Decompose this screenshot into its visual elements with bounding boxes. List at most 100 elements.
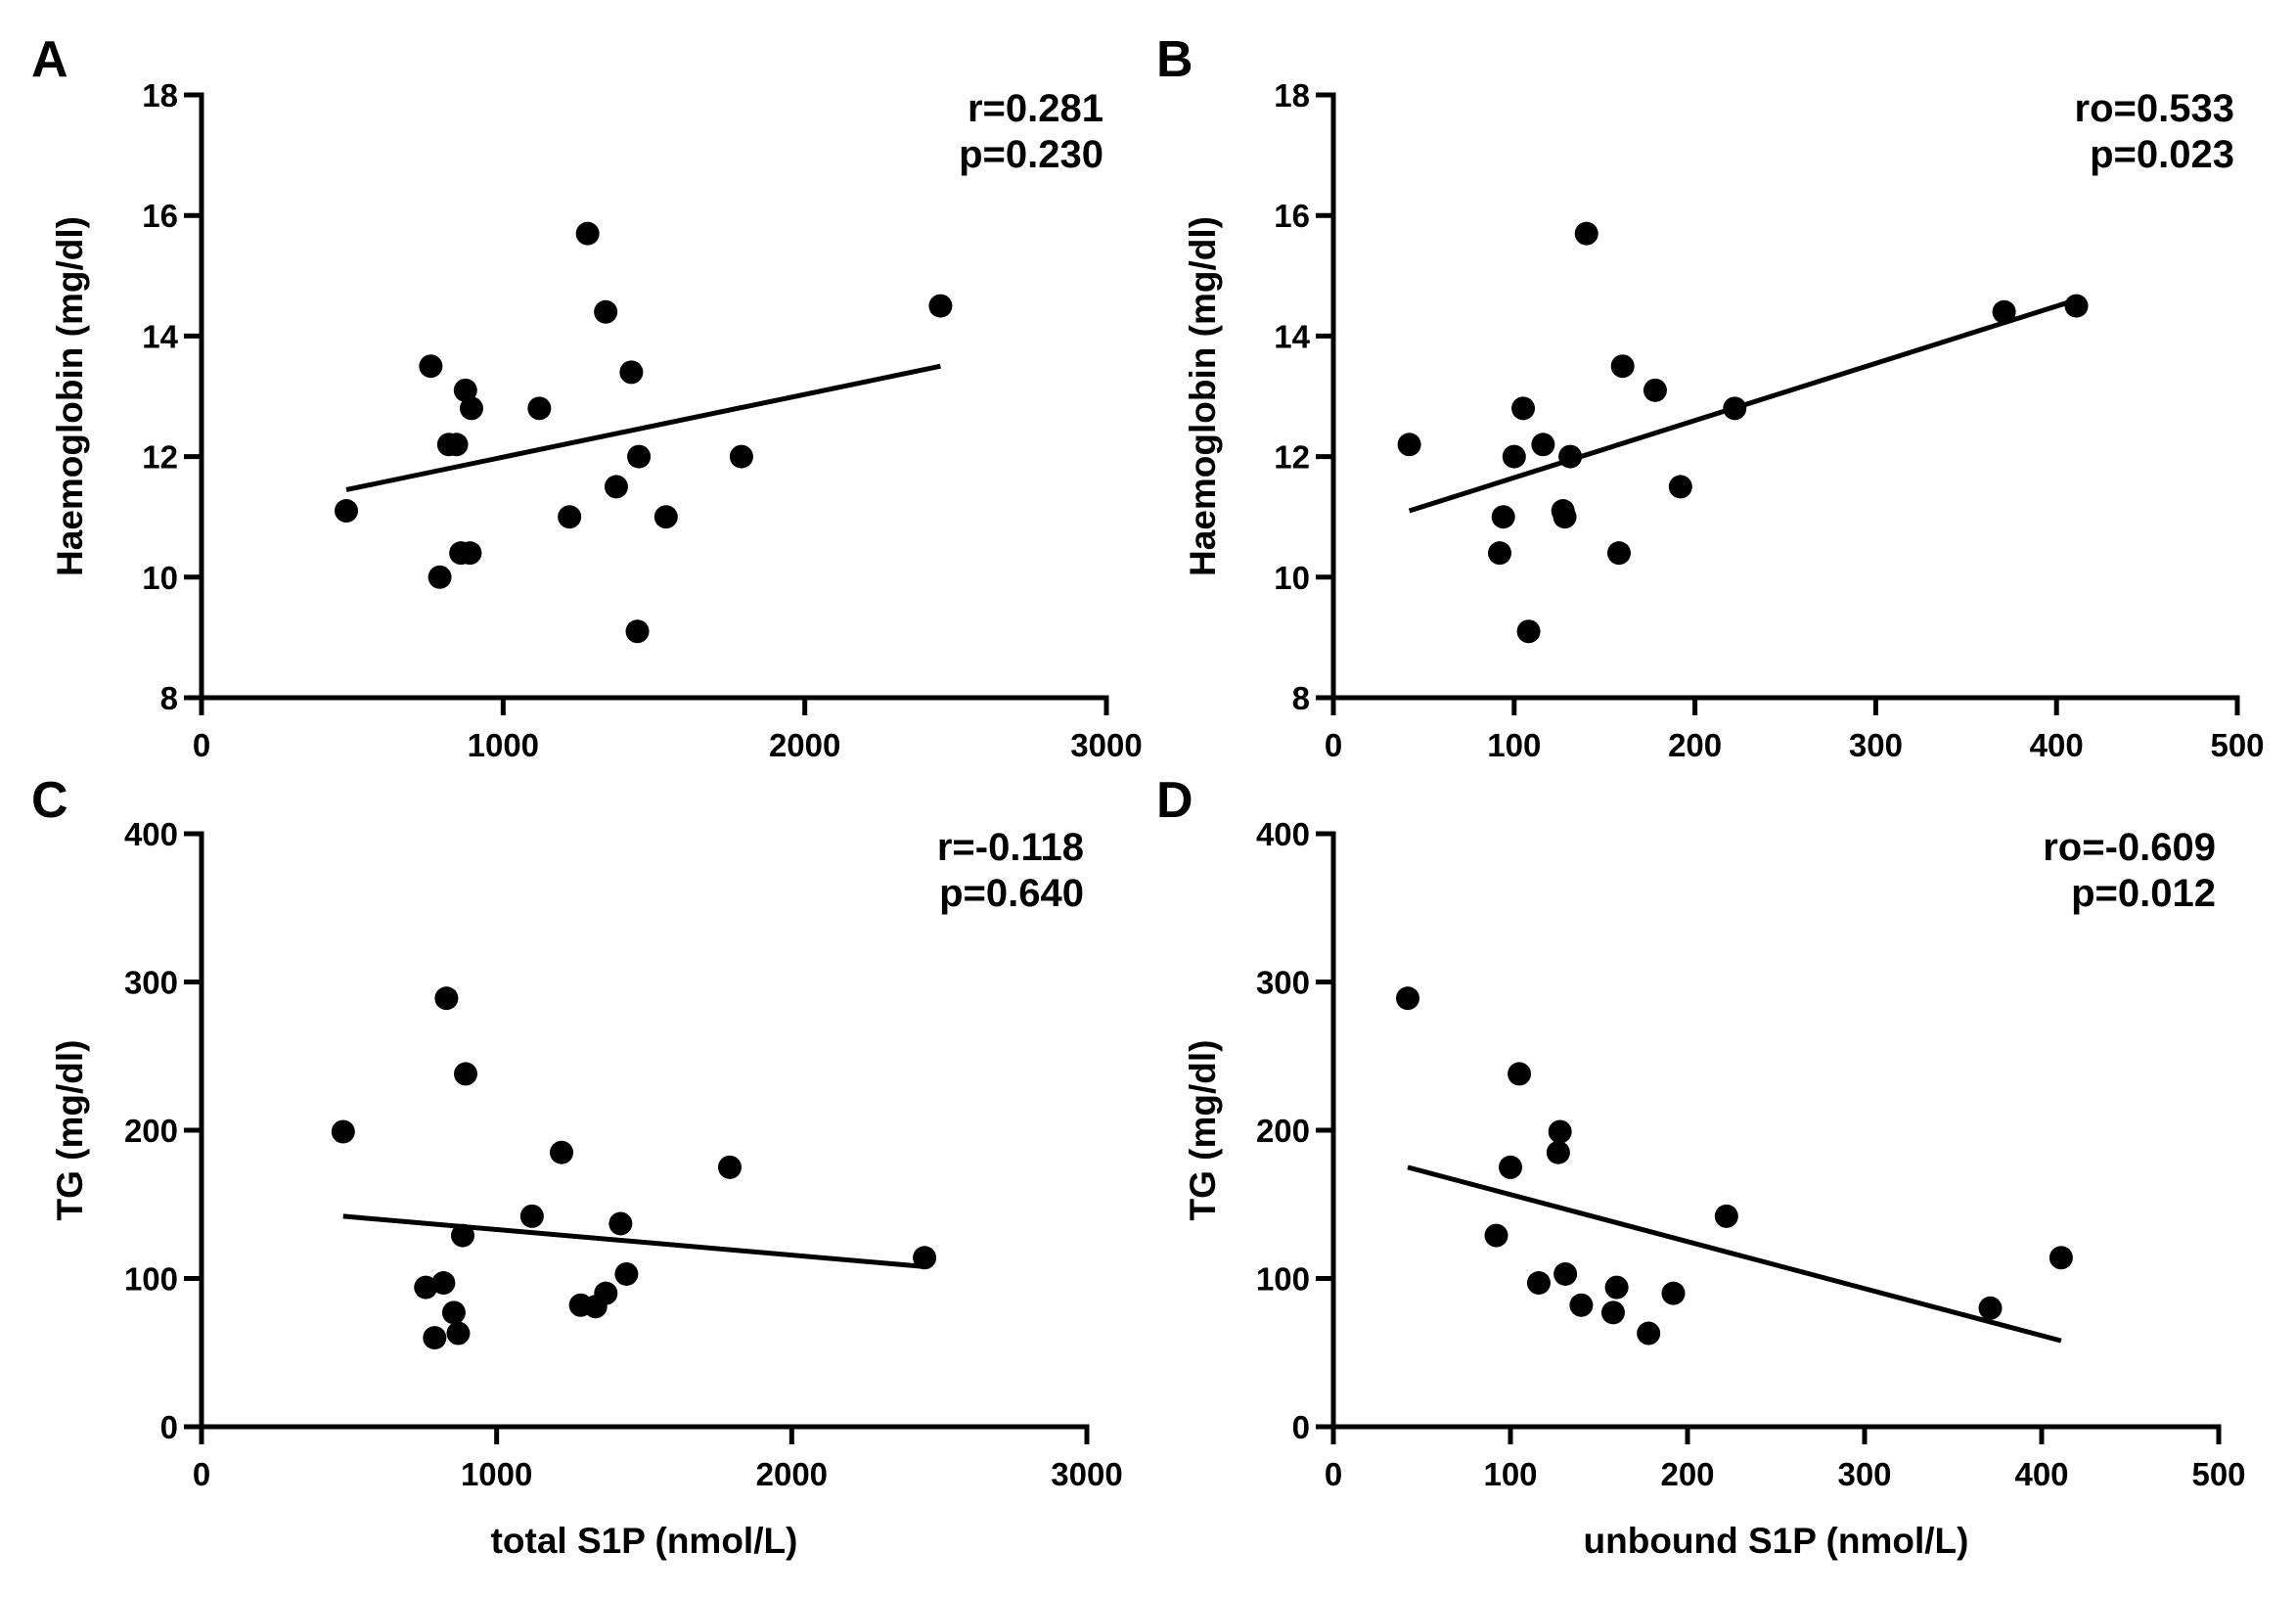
- data-point: [550, 1140, 574, 1164]
- data-point: [1714, 1204, 1738, 1228]
- data-point: [558, 505, 582, 529]
- y-tick-label: 400: [1256, 816, 1310, 852]
- data-point: [446, 1321, 471, 1346]
- y-tick-label: 0: [160, 1409, 178, 1445]
- data-point: [1526, 1271, 1551, 1296]
- x-tick-label: 300: [1849, 727, 1903, 763]
- y-tick-label: 300: [124, 965, 178, 1001]
- y-tick-label: 400: [124, 816, 178, 852]
- data-point: [575, 221, 600, 246]
- data-point: [608, 1211, 633, 1236]
- x-tick-label: 100: [1487, 727, 1541, 763]
- data-point: [459, 396, 483, 421]
- data-point: [594, 1281, 618, 1305]
- y-tick-label: 18: [142, 77, 178, 114]
- data-point: [453, 1062, 477, 1086]
- x-tick-label: 400: [2014, 1456, 2068, 1492]
- panel-letter: B: [1156, 31, 1193, 88]
- x-tick-label: 400: [2030, 727, 2084, 763]
- y-axis-title: TG (mg/dl): [50, 1040, 90, 1221]
- data-point: [1502, 444, 1526, 469]
- stat-annotation: p=0.023: [2090, 133, 2234, 176]
- y-tick-label: 10: [142, 560, 178, 596]
- data-point: [335, 499, 358, 524]
- data-point: [331, 1119, 355, 1144]
- data-point: [614, 1261, 639, 1286]
- data-point: [1553, 505, 1577, 529]
- chart-panel-b: B 0 100 200 300 400 500 8 10 12 14 16 18 Haemoglobin …: [1156, 31, 2265, 763]
- y-tick-label: 8: [1292, 680, 1310, 716]
- y-tick-label: 8: [160, 680, 178, 716]
- data-point: [1397, 433, 1421, 457]
- x-tick-label: 0: [1325, 1456, 1342, 1492]
- y-tick-label: 14: [1274, 318, 1310, 354]
- x-axis-title: unbound S1P (nmol/L): [1584, 1521, 1969, 1561]
- y-tick-label: 18: [1274, 77, 1310, 114]
- panel-letter: C: [31, 772, 68, 829]
- y-tick-label: 12: [1274, 439, 1310, 476]
- data-point: [428, 565, 452, 589]
- data-point: [1661, 1281, 1686, 1305]
- stat-annotation: ro=-0.609: [2043, 826, 2216, 869]
- data-point: [1508, 1062, 1532, 1086]
- data-point: [717, 1155, 742, 1179]
- data-point: [1516, 619, 1541, 644]
- y-tick-label: 100: [1256, 1261, 1310, 1298]
- y-tick-label: 16: [1274, 198, 1310, 234]
- x-tick-label: 1000: [461, 1456, 532, 1492]
- data-point: [619, 360, 644, 385]
- data-point: [419, 354, 443, 379]
- x-tick-label: 3000: [1051, 1456, 1122, 1492]
- data-point: [1606, 541, 1631, 566]
- data-point: [729, 444, 753, 469]
- stat-annotation: p=0.230: [959, 133, 1103, 176]
- x-tick-label: 100: [1483, 1456, 1537, 1492]
- stat-annotation: p=0.640: [939, 872, 1084, 915]
- x-tick-label: 0: [193, 727, 210, 763]
- data-point: [441, 1300, 466, 1325]
- data-point: [1600, 1300, 1625, 1325]
- chart-panel-c: C 0 1000 2000 3000 0 100 200 300 400 TG (mg/dl) tot…: [31, 772, 1123, 1561]
- stat-annotation: r=-0.118: [937, 826, 1084, 869]
- data-point: [1396, 986, 1420, 1011]
- data-point: [450, 1223, 474, 1248]
- chart-panel-a: A 0 1000 2000 3000 8 10 12 14 16 18 Haemoglobin (mg…: [31, 31, 1143, 763]
- x-tick-label: 2000: [769, 727, 840, 763]
- data-point: [653, 505, 678, 529]
- y-tick-label: 12: [142, 439, 178, 476]
- data-point: [2048, 1246, 2073, 1270]
- regression-line: [342, 1213, 925, 1269]
- data-point: [1978, 1296, 2003, 1320]
- x-tick-label: 500: [2210, 727, 2264, 763]
- y-tick-label: 200: [1256, 1113, 1310, 1149]
- data-point: [423, 1326, 447, 1350]
- data-point: [1491, 505, 1515, 529]
- data-point: [1531, 433, 1555, 457]
- data-point: [1668, 475, 1692, 499]
- data-point: [604, 475, 628, 499]
- data-point: [928, 294, 953, 318]
- data-point: [627, 444, 652, 469]
- data-point: [1569, 1293, 1594, 1317]
- x-tick-label: 0: [193, 1456, 210, 1492]
- data-point: [414, 1275, 438, 1300]
- x-tick-label: 200: [1660, 1456, 1714, 1492]
- data-point: [1546, 1140, 1570, 1164]
- data-point: [444, 433, 469, 457]
- y-tick-label: 0: [1292, 1409, 1310, 1445]
- data-point: [458, 541, 482, 566]
- data-point: [594, 299, 618, 324]
- data-point: [1499, 1155, 1522, 1179]
- y-axis-title: TG (mg/dl): [1183, 1040, 1223, 1221]
- data-point: [434, 986, 459, 1011]
- x-tick-label: 1000: [468, 727, 539, 763]
- data-point: [1553, 1261, 1578, 1286]
- x-tick-label: 200: [1668, 727, 1722, 763]
- data-point: [1643, 378, 1667, 402]
- regression-line: [345, 363, 941, 492]
- y-tick-label: 10: [1274, 560, 1310, 596]
- data-point: [1610, 354, 1635, 379]
- data-point: [519, 1204, 544, 1228]
- data-point: [527, 396, 552, 421]
